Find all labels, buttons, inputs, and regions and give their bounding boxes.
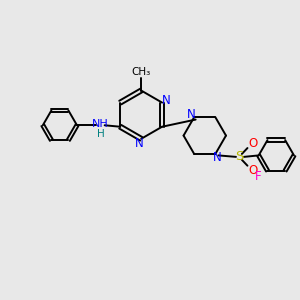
Text: NH: NH xyxy=(92,119,109,129)
Text: CH₃: CH₃ xyxy=(131,67,151,77)
Text: O: O xyxy=(249,164,258,177)
Text: O: O xyxy=(249,136,258,149)
Text: N: N xyxy=(161,94,170,107)
Text: F: F xyxy=(255,169,262,182)
Text: N: N xyxy=(135,137,144,150)
Text: N: N xyxy=(212,151,221,164)
Text: H: H xyxy=(97,128,104,139)
Text: N: N xyxy=(187,108,196,121)
Text: S: S xyxy=(235,150,244,164)
